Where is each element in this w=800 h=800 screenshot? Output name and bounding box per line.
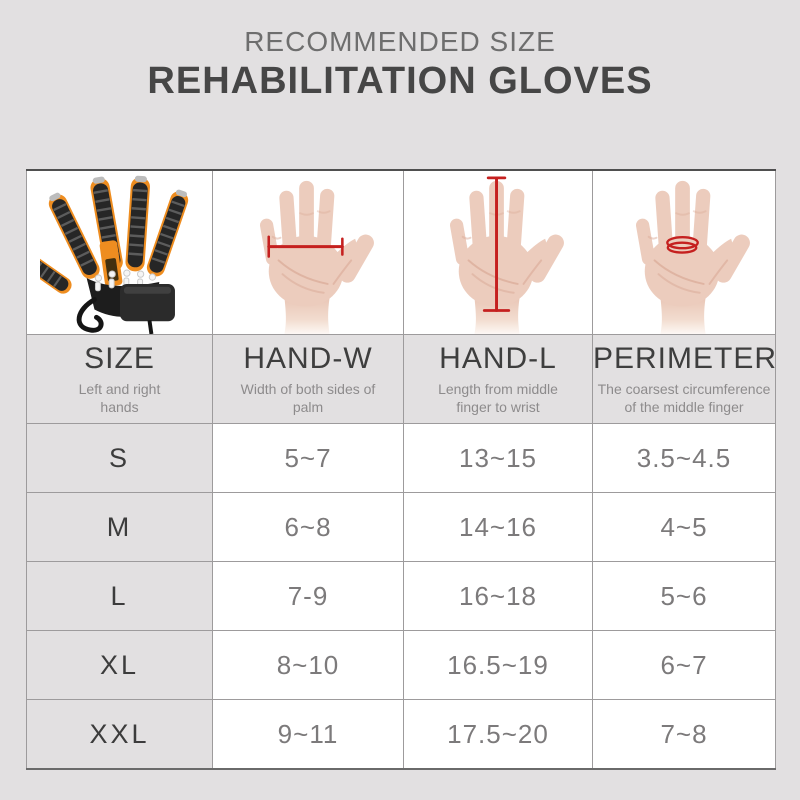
column-label: SIZE bbox=[84, 341, 155, 375]
page-title: REHABILITATION GLOVES bbox=[147, 60, 653, 102]
hand-w-value: 6~8 bbox=[212, 492, 404, 562]
table-row-m: M 6~8 14~16 4~5 bbox=[26, 492, 776, 562]
hand-w-value: 8~10 bbox=[212, 630, 404, 700]
size-label: XXL bbox=[26, 699, 213, 770]
hand-w-value: 9~11 bbox=[212, 699, 404, 770]
hand-length-cell bbox=[403, 169, 593, 335]
column-header-size: SIZE Left and right hands bbox=[26, 334, 213, 424]
perimeter-value: 4~5 bbox=[592, 492, 776, 562]
column-subtitle: Length from middle finger to wrist bbox=[438, 380, 558, 415]
column-label: HAND-L bbox=[439, 341, 557, 375]
size-label: XL bbox=[26, 630, 213, 700]
perimeter-value: 5~6 bbox=[592, 561, 776, 631]
eyebrow-text: RECOMMENDED SIZE bbox=[244, 26, 556, 57]
hand-length-diagram-icon bbox=[447, 176, 568, 334]
glove-image-cell bbox=[26, 169, 213, 335]
table-row-l: L 7-9 16~18 5~6 bbox=[26, 561, 776, 631]
size-chart-table: SIZE Left and right hands HAND-W Width o… bbox=[26, 169, 776, 770]
finger-perimeter-diagram-icon bbox=[633, 179, 754, 334]
finger-perimeter-cell bbox=[592, 169, 776, 335]
hand-w-value: 7-9 bbox=[212, 561, 404, 631]
column-label: HAND-W bbox=[243, 341, 373, 375]
size-label: L bbox=[26, 561, 213, 631]
table-row-xl: XL 8~10 16.5~19 6~7 bbox=[26, 630, 776, 700]
column-subtitle: The coarsest circumference of the middle… bbox=[597, 380, 771, 415]
perimeter-value: 7~8 bbox=[592, 699, 776, 770]
column-header-hand-w: HAND-W Width of both sides of palm bbox=[212, 334, 404, 424]
column-header-perimeter: PERIMETER The coarsest circumference of … bbox=[592, 334, 778, 424]
table-row-xxl: XXL 9~11 17.5~20 7~8 bbox=[26, 699, 776, 770]
image-row bbox=[26, 169, 776, 335]
column-subtitle: Width of both sides of palm bbox=[240, 380, 376, 415]
hand-l-value: 13~15 bbox=[403, 423, 593, 493]
perimeter-value: 3.5~4.5 bbox=[592, 423, 776, 493]
hand-l-value: 16.5~19 bbox=[403, 630, 593, 700]
hand-l-value: 16~18 bbox=[403, 561, 593, 631]
title-block: RECOMMENDED SIZE REHABILITATION GLOVES bbox=[0, 26, 800, 102]
size-label: M bbox=[26, 492, 213, 562]
hand-width-diagram-icon bbox=[257, 179, 378, 334]
table-row-s: S 5~7 13~15 3.5~4.5 bbox=[26, 423, 776, 493]
hand-width-cell bbox=[212, 169, 404, 335]
column-subtitle: Left and right hands bbox=[78, 380, 161, 415]
hand-w-value: 5~7 bbox=[212, 423, 404, 493]
rehab-glove-product-photo-icon bbox=[39, 174, 192, 334]
header-row: SIZE Left and right hands HAND-W Width o… bbox=[26, 334, 778, 424]
size-label: S bbox=[26, 423, 213, 493]
hand-l-value: 17.5~20 bbox=[403, 699, 593, 770]
perimeter-value: 6~7 bbox=[592, 630, 776, 700]
column-label: PERIMETER bbox=[593, 341, 778, 375]
hand-l-value: 14~16 bbox=[403, 492, 593, 562]
column-header-hand-l: HAND-L Length from middle finger to wris… bbox=[403, 334, 593, 424]
